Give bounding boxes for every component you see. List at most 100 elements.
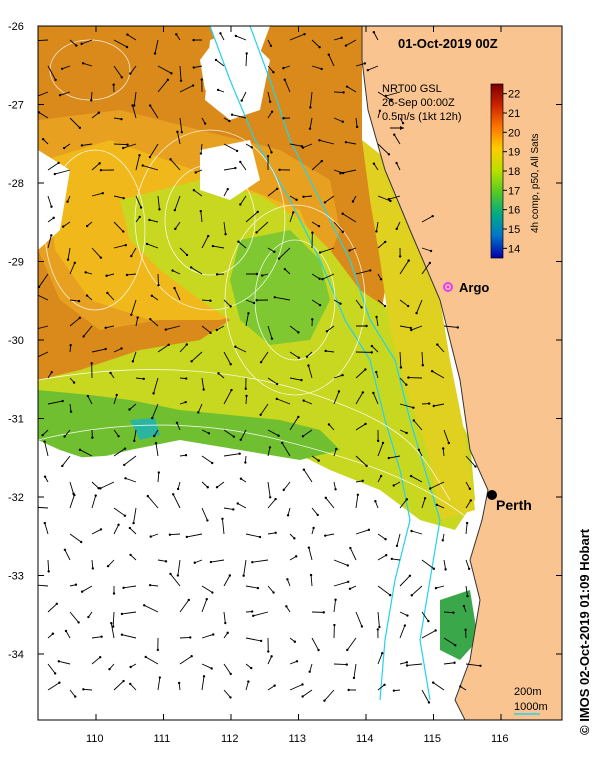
- current-vector-head: [84, 271, 87, 274]
- current-vector-head: [355, 125, 359, 129]
- current-vector-head: [378, 625, 381, 629]
- current-vector: [47, 559, 50, 572]
- current-vector: [58, 660, 71, 665]
- green-nearshore-south: [440, 590, 478, 660]
- current-vector: [61, 455, 71, 467]
- current-vector-head: [200, 78, 203, 81]
- current-vector-head: [430, 369, 434, 373]
- cloud-patch-north: [205, 30, 270, 120]
- current-vector-head: [229, 672, 232, 676]
- coastline: [361, 26, 489, 720]
- current-vector-head: [100, 635, 103, 638]
- current-vector: [91, 656, 101, 665]
- current-vector-head: [410, 594, 413, 597]
- current-vector-head: [432, 681, 435, 684]
- colorbar-tick-label: 22: [508, 89, 520, 101]
- current-vector-head: [66, 258, 70, 261]
- current-vector-head: [50, 234, 53, 237]
- current-vector-head: [454, 644, 457, 647]
- current-vector: [311, 273, 320, 280]
- current-vector: [342, 213, 357, 223]
- current-vector: [465, 559, 470, 569]
- current-vector-head: [427, 701, 431, 704]
- current-vector-head: [177, 681, 181, 685]
- current-vector-head: [193, 561, 196, 564]
- current-vector: [91, 247, 102, 258]
- current-vector: [174, 287, 181, 301]
- current-vector-head: [133, 104, 136, 107]
- colorbar-ticks: 22 21 20 19 18 17 16 15 14: [503, 89, 520, 255]
- current-vector-head: [209, 331, 212, 335]
- current-vector: [289, 33, 305, 41]
- current-vector-head: [317, 648, 320, 652]
- sea-level-contours: [38, 39, 471, 521]
- current-vector-head: [389, 199, 392, 203]
- current-vector-head: [375, 230, 378, 233]
- current-vector: [174, 195, 181, 211]
- current-vector: [130, 554, 137, 561]
- current-vector-head: [199, 152, 203, 155]
- current-vector: [245, 681, 249, 691]
- current-vector-head: [57, 161, 60, 165]
- current-vector: [377, 299, 386, 307]
- depth-legend-deep: 1000m: [514, 701, 548, 713]
- current-vector: [421, 215, 433, 223]
- current-vector-head: [317, 459, 320, 462]
- current-vector-head: [369, 269, 372, 272]
- current-vector: [113, 244, 126, 249]
- current-vector: [83, 325, 93, 337]
- current-vector: [399, 499, 408, 509]
- current-vector: [399, 403, 414, 409]
- current-vector: [322, 273, 335, 280]
- current-vector: [245, 395, 247, 405]
- current-vector: [355, 117, 358, 127]
- current-vector-head: [166, 78, 170, 82]
- current-vector-head: [344, 141, 348, 144]
- map-title: 01-Oct-2019 00Z: [398, 36, 498, 51]
- current-vector-head: [356, 493, 360, 496]
- current-vector: [149, 219, 159, 223]
- current-vector-head: [158, 676, 162, 679]
- current-vector-head: [370, 351, 373, 354]
- current-vector-head: [104, 347, 107, 351]
- current-vector-head: [351, 200, 355, 203]
- current-vector-head: [381, 441, 385, 445]
- current-vector-head: [202, 675, 206, 678]
- current-vector-head: [120, 117, 123, 121]
- current-vector: [345, 39, 357, 46]
- current-vector: [267, 447, 271, 457]
- current-vector-head: [124, 243, 127, 247]
- current-vector-head: [129, 553, 132, 557]
- current-vector-head: [126, 33, 129, 36]
- current-vector-head: [85, 224, 89, 228]
- current-vector-head: [168, 533, 172, 536]
- current-vector-head: [352, 676, 356, 680]
- current-vector-head: [405, 498, 409, 501]
- current-vector-head: [148, 104, 152, 107]
- current-vector-head: [148, 218, 151, 222]
- current-vector: [267, 111, 273, 119]
- current-vector: [132, 351, 137, 362]
- current-vector-head: [256, 210, 259, 214]
- current-vector: [353, 663, 357, 678]
- current-vector-head: [194, 171, 197, 174]
- current-vector: [235, 346, 247, 353]
- current-vector-head: [120, 76, 124, 79]
- current-vector-head: [429, 487, 432, 490]
- current-vector-head: [337, 390, 341, 393]
- current-vector-head: [409, 326, 412, 330]
- current-vector-head: [462, 604, 466, 608]
- current-vector-head: [122, 679, 125, 683]
- current-vector-head: [316, 513, 319, 517]
- current-vector-head: [176, 487, 180, 491]
- current-vector-head: [69, 343, 72, 347]
- current-vector-head: [207, 432, 211, 435]
- current-vector-head: [318, 303, 322, 307]
- current-vector-head: [120, 612, 124, 616]
- current-vector: [38, 584, 49, 587]
- current-vector: [393, 134, 401, 145]
- current-vector-head: [452, 611, 455, 614]
- current-vector: [333, 37, 342, 41]
- current-vector: [413, 420, 423, 431]
- current-vector-head: [124, 477, 127, 480]
